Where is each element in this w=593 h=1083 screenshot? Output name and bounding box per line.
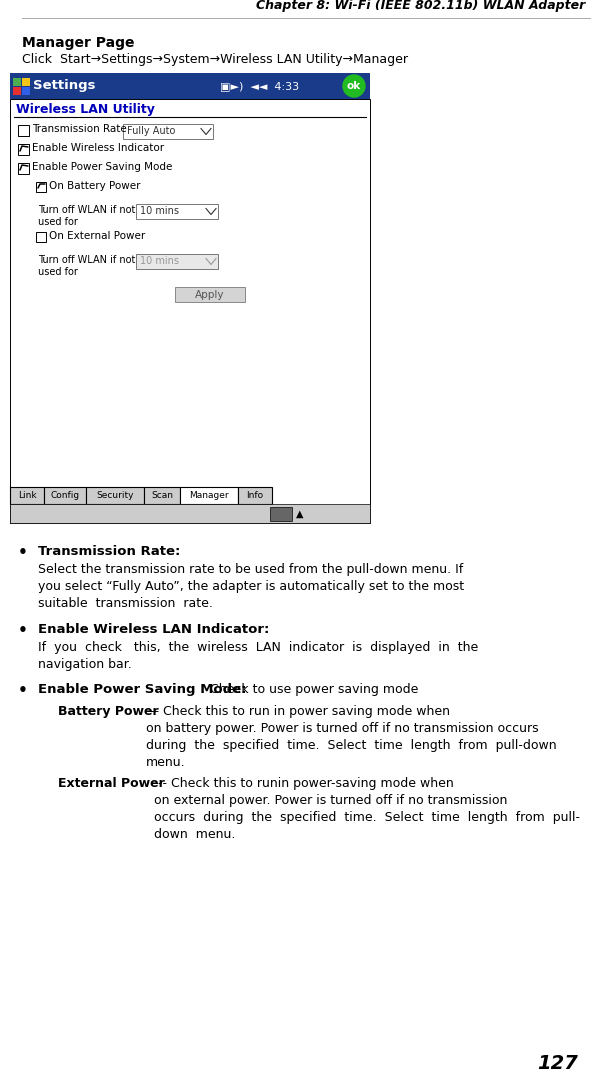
Text: -- Check this to run in power saving mode when
on battery power. Power is turned: -- Check this to run in power saving mod… (146, 705, 557, 769)
Bar (18, 125, 29, 136)
Text: Click  Start→Settings→System→Wireless LAN Utility→Manager: Click Start→Settings→System→Wireless LAN… (22, 53, 408, 66)
Text: Turn off WLAN if not
used for: Turn off WLAN if not used for (38, 205, 135, 227)
Bar (22, 87, 30, 95)
Bar (123, 123, 213, 139)
Text: Turn off WLAN if not
used for: Turn off WLAN if not used for (38, 255, 135, 277)
Bar (136, 255, 218, 269)
Text: ▲: ▲ (296, 509, 304, 519)
Text: Config: Config (50, 491, 79, 499)
Text: Battery Power: Battery Power (58, 705, 158, 718)
Bar (36, 182, 46, 192)
Text: Fully Auto: Fully Auto (127, 127, 176, 136)
Text: Transmission Rate: Transmission Rate (32, 123, 127, 134)
Bar (10, 487, 44, 504)
Text: Enable Wireless Indicator: Enable Wireless Indicator (32, 143, 164, 153)
Bar (10, 504, 370, 523)
Text: Chapter 8: Wi-Fi (IEEE 802.11b) WLAN Adapter: Chapter 8: Wi-Fi (IEEE 802.11b) WLAN Ada… (256, 0, 585, 12)
Text: •: • (18, 683, 28, 699)
Bar (238, 487, 272, 504)
Bar (18, 144, 29, 155)
Text: External Power: External Power (58, 777, 165, 790)
Bar (13, 87, 21, 95)
Bar (10, 73, 370, 99)
Bar (136, 204, 218, 219)
Bar (144, 487, 180, 504)
Text: Select the transmission rate to be used from the pull-down menu. If
you select “: Select the transmission rate to be used … (38, 563, 464, 610)
Bar (36, 232, 46, 242)
Text: Apply: Apply (195, 290, 225, 300)
Text: Manager: Manager (189, 491, 229, 499)
Text: 10 mins: 10 mins (140, 257, 179, 266)
Bar (175, 287, 245, 302)
Text: Link: Link (18, 491, 36, 499)
Text: Enable Power Saving Mode: Enable Power Saving Mode (32, 162, 173, 172)
Text: Enable Wireless LAN Indicator:: Enable Wireless LAN Indicator: (38, 623, 269, 636)
Text: On Battery Power: On Battery Power (49, 181, 141, 191)
Text: 127: 127 (537, 1054, 578, 1073)
Bar (180, 487, 238, 504)
Text: Wireless LAN Utility: Wireless LAN Utility (16, 103, 155, 116)
Text: Check to use power saving mode: Check to use power saving mode (206, 683, 419, 696)
Bar (270, 507, 292, 521)
Text: Settings: Settings (33, 79, 95, 92)
Text: Scan: Scan (151, 491, 173, 499)
Text: 10 mins: 10 mins (140, 207, 179, 217)
Text: Enable Power Saving Mode:: Enable Power Saving Mode: (38, 683, 247, 696)
Text: •: • (18, 623, 28, 638)
Bar (44, 487, 86, 504)
Text: -- Check this to runin power-saving mode when
on external power. Power is turned: -- Check this to runin power-saving mode… (154, 777, 580, 841)
Bar (22, 78, 30, 86)
Text: Security: Security (96, 491, 134, 499)
Text: ok: ok (347, 81, 361, 91)
Bar (18, 164, 29, 174)
Text: On External Power: On External Power (49, 231, 145, 242)
Text: •: • (18, 545, 28, 560)
Circle shape (343, 75, 365, 97)
Text: If  you  check   this,  the  wireless  LAN  indicator  is  displayed  in  the
na: If you check this, the wireless LAN indi… (38, 641, 478, 671)
Text: Manager Page: Manager Page (22, 36, 135, 50)
Text: Transmission Rate:: Transmission Rate: (38, 545, 180, 558)
Bar (10, 99, 370, 523)
Bar (13, 78, 21, 86)
Text: ▣►)  ◄◄  4:33: ▣►) ◄◄ 4:33 (220, 81, 299, 91)
Text: Info: Info (247, 491, 263, 499)
Bar (86, 487, 144, 504)
